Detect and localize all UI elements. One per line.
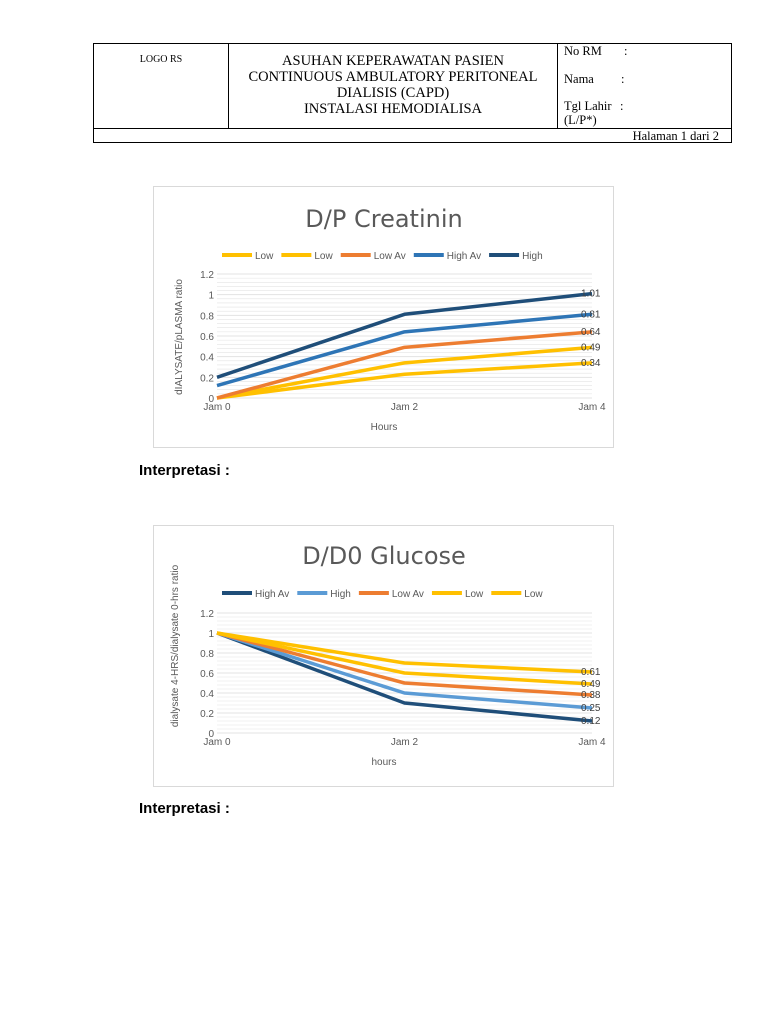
y-tick-label: 0.6 (200, 669, 214, 680)
y-axis-title: dIALYSATE/pLASMA ratio (174, 279, 185, 395)
y-tick-label: 0.2 (200, 373, 214, 384)
data-label: 0.12 (581, 716, 601, 727)
x-tick-label: Jam 4 (578, 402, 606, 413)
field-sep: : (620, 99, 624, 113)
series-line (216, 631, 593, 710)
x-tick-label: Jam 0 (203, 737, 231, 748)
y-tick-label: 1 (208, 629, 214, 640)
chart-svg: D/D0 Glucose 0 0.2 0.4 0.6 0.8 1 1.2 Jam 0 Jam 2 J… (170, 542, 606, 768)
field-sep: : (624, 44, 628, 58)
y-tick-label: 0 (208, 729, 214, 740)
series-line (216, 631, 593, 723)
document-header: LOGO RS ASUHAN KEPERAWATAN PASIEN CONTIN… (93, 43, 732, 143)
legend-label: Low (314, 251, 333, 262)
x-tick-label: Jam 4 (578, 737, 606, 748)
legend-label: High (330, 589, 351, 600)
field-sep: : (621, 72, 625, 86)
data-label: 0.49 (581, 679, 601, 690)
data-label: 0.38 (581, 690, 601, 701)
y-tick-label: 0.4 (200, 689, 214, 700)
series-line (216, 631, 593, 674)
y-tick-label: 0.8 (200, 649, 214, 660)
series-line (216, 361, 593, 400)
interpretasi-label: Interpretasi : (139, 800, 230, 817)
legend-label: Low (524, 589, 543, 600)
title-line: DIALISIS (CAPD) (336, 85, 450, 101)
x-tick-label: Jam 2 (391, 402, 419, 413)
patient-fields: No RM: Nama: Tgl Lahir: (L/P*) (558, 44, 732, 129)
legend-label: Low Av (392, 589, 424, 600)
series-line (216, 330, 593, 400)
field-label: Nama (564, 72, 594, 86)
document-title: ASUHAN KEPERAWATAN PASIEN CONTINUOUS AMB… (229, 44, 558, 129)
field-label: (L/P*) (564, 113, 597, 127)
chart-title: D/P Creatinin (305, 205, 462, 233)
y-tick-label: 1.2 (200, 270, 214, 281)
series-line (216, 291, 593, 379)
series-line (216, 345, 593, 400)
y-tick-label: 0.4 (200, 353, 214, 364)
y-tick-label: 1 (208, 291, 214, 302)
interpretasi-label: Interpretasi : (139, 462, 230, 479)
x-axis-title: Hours (371, 422, 398, 433)
y-axis-title: dialysate 4-HRS/dialysate 0-hrs ratio (170, 564, 181, 727)
legend-label: High Av (255, 589, 289, 600)
x-axis-title: hours (371, 757, 396, 768)
legend-label: High Av (447, 251, 481, 262)
data-label: 0.34 (581, 358, 601, 369)
legend-label: Low (255, 251, 274, 262)
data-label: 0.64 (581, 327, 601, 338)
field-label: No RM (564, 44, 602, 58)
y-tick-label: 0.2 (200, 709, 214, 720)
logo-placeholder: LOGO RS (94, 44, 229, 129)
series-line (216, 631, 593, 697)
x-tick-label: Jam 2 (391, 737, 419, 748)
chart-creatinin: D/P Creatinin 0 0.2 0.4 0.6 0.8 1 1.2 Jam 0 Jam 2… (153, 186, 614, 448)
y-tick-label: 0 (208, 394, 214, 405)
x-tick-label: Jam 0 (203, 402, 231, 413)
data-label: 0.25 (581, 703, 601, 714)
series-line (216, 312, 593, 388)
data-label: 0.81 (581, 309, 601, 320)
series-line (216, 631, 593, 686)
data-label: 0.61 (581, 667, 601, 678)
data-label: 1.01 (581, 289, 601, 300)
legend-label: Low (465, 589, 484, 600)
title-line: ASUHAN KEPERAWATAN PASIEN (282, 53, 504, 69)
chart-title: D/D0 Glucose (302, 542, 466, 570)
legend-label: High (522, 251, 543, 262)
legend-label: Low Av (374, 251, 406, 262)
y-tick-label: 0.8 (200, 311, 214, 322)
title-line: INSTALASI HEMODIALISA (303, 101, 483, 117)
y-tick-label: 0.6 (200, 332, 214, 343)
field-label: Tgl Lahir (564, 99, 612, 113)
page-number: Halaman 1 dari 2 (94, 128, 731, 143)
y-tick-label: 1.2 (200, 609, 214, 620)
data-label: 0.49 (581, 342, 601, 353)
chart-glucose: D/D0 Glucose 0 0.2 0.4 0.6 0.8 1 1.2 Jam 0 Jam 2 J… (153, 525, 614, 787)
title-line: CONTINUOUS AMBULATORY PERITONEAL (248, 69, 538, 85)
